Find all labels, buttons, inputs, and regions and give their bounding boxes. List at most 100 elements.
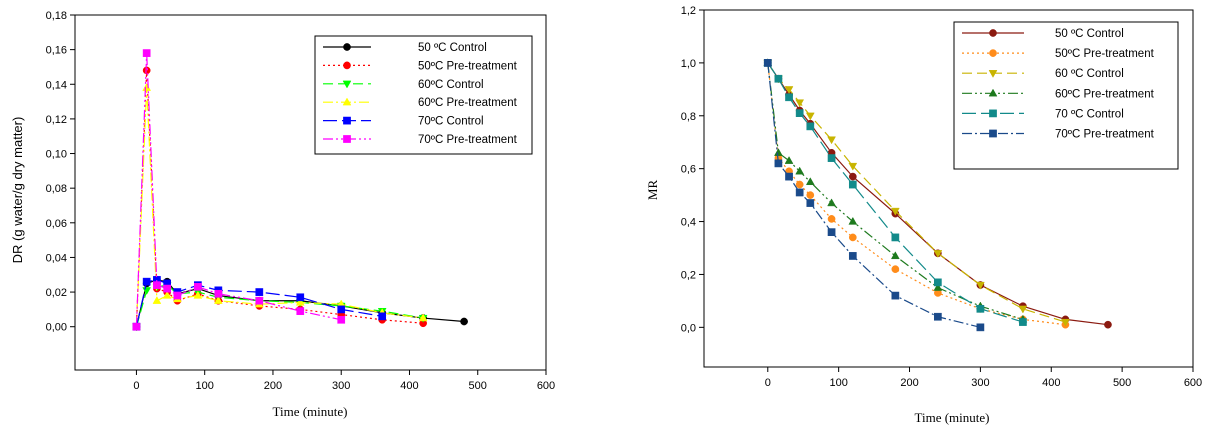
legend-label: 50ºC Pre-treatment: [1055, 48, 1155, 60]
data-point: [214, 289, 223, 298]
data-point: [142, 83, 152, 91]
legend-marker: [989, 29, 997, 37]
data-point: [848, 172, 857, 181]
data-point: [1018, 305, 1028, 314]
data-point: [933, 250, 943, 258]
y-tick-label: 0,00: [46, 322, 67, 334]
x-tick-label: 300: [971, 377, 989, 389]
legend-marker: [989, 109, 997, 118]
data-point: [934, 312, 942, 321]
y-tick-label: 0,8: [681, 111, 696, 123]
legend-marker: [343, 116, 351, 125]
data-point: [193, 290, 203, 299]
legend-label: 60ºC Pre-treatment: [1055, 88, 1155, 100]
legend: 50 ºC Control 50ºC Pre-treatment 60ºC Cont…: [314, 35, 533, 155]
data-point: [795, 109, 804, 117]
data-point: [795, 99, 805, 108]
legend-label: 60 ºC Control: [1055, 68, 1124, 80]
data-point: [891, 291, 900, 300]
data-point: [460, 317, 468, 326]
data-point: [296, 293, 305, 302]
data-point: [774, 148, 783, 156]
data-point: [976, 304, 985, 313]
legend-label: 50ºC Pre-treatment: [418, 60, 518, 72]
data-point: [805, 112, 815, 121]
x-tick-label: 200: [900, 377, 918, 389]
data-point: [152, 296, 162, 304]
x-tick-label: 600: [1184, 377, 1202, 389]
data-point: [827, 198, 836, 207]
legend-marker: [342, 97, 352, 106]
y-tick-label: 0,08: [46, 183, 67, 195]
legend-marker: [988, 70, 998, 78]
y-tick-label: 0,2: [681, 269, 696, 281]
data-point: [1104, 320, 1112, 329]
legend-label: 60ºC Control: [418, 79, 484, 91]
data-point: [934, 278, 942, 287]
data-point: [848, 180, 857, 189]
data-point: [827, 215, 836, 223]
y-tick-label: 0,04: [46, 252, 67, 264]
x-tick-label: 600: [537, 380, 555, 392]
y-tick-label: 0,10: [46, 149, 67, 161]
y-tick-label: 0,18: [46, 10, 67, 22]
y-tick-label: 0,02: [46, 287, 67, 299]
data-point: [295, 297, 305, 306]
data-point: [891, 233, 900, 242]
data-point: [827, 136, 836, 145]
x-axis-title: Time (minute): [273, 404, 348, 419]
legend-label: 70ºC Pre-treatment: [418, 134, 518, 146]
y-tick-label: 0,14: [46, 79, 67, 91]
data-point: [255, 288, 264, 296]
legend-label: 70ºC Control: [418, 116, 484, 128]
series-70-c-pre-treatment: [132, 49, 346, 331]
x-tick-label: 500: [1113, 377, 1131, 389]
data-point: [890, 207, 900, 216]
data-point: [848, 252, 857, 260]
data-point: [976, 323, 985, 332]
x-tick-label: 400: [400, 380, 418, 392]
x-tick-label: 0: [133, 380, 139, 392]
data-point: [806, 122, 815, 131]
data-point: [173, 291, 182, 300]
data-point: [806, 199, 815, 207]
x-tick-label: 0: [765, 377, 771, 389]
data-point: [1019, 318, 1027, 326]
y-axis-title: MR: [645, 180, 660, 201]
data-point: [774, 159, 783, 168]
y-tick-label: 0,0: [681, 322, 696, 334]
data-point: [296, 307, 305, 315]
y-tick-label: 0,12: [46, 114, 67, 126]
chart-drying-rate: 0 100 200 300 400 500 600 0,00 0,02 0,04 0,06 0,08…: [10, 10, 555, 419]
legend-label: 70 ºC Control: [1055, 108, 1124, 120]
data-point: [827, 154, 836, 162]
data-point: [848, 162, 858, 171]
plot-frame: [74, 14, 547, 371]
data-point: [976, 281, 985, 290]
plot-frame: [703, 9, 1194, 368]
y-tick-label: 0,6: [681, 164, 696, 176]
data-point: [805, 177, 815, 186]
legend-label: 70ºC Pre-treatment: [1055, 129, 1155, 141]
data-point: [142, 277, 151, 286]
legend-marker: [342, 80, 352, 89]
legend-marker: [988, 88, 998, 97]
data-point: [848, 216, 858, 225]
series-70-c-pre-treatment: [763, 59, 985, 332]
series-line: [135, 53, 342, 327]
data-point: [784, 86, 794, 94]
y-tick-label: 0,16: [46, 45, 67, 57]
series-line: [135, 70, 424, 327]
legend-marker: [343, 135, 351, 143]
legend-marker: [989, 49, 997, 57]
x-tick-label: 200: [264, 380, 282, 392]
y-tick-label: 1,2: [681, 5, 696, 17]
data-point: [378, 312, 387, 321]
data-point: [890, 251, 900, 260]
data-point: [806, 191, 815, 199]
data-point: [1061, 318, 1070, 327]
series-line: [767, 62, 981, 328]
legend-marker: [343, 43, 351, 51]
data-point: [163, 284, 172, 293]
data-point: [142, 49, 151, 57]
